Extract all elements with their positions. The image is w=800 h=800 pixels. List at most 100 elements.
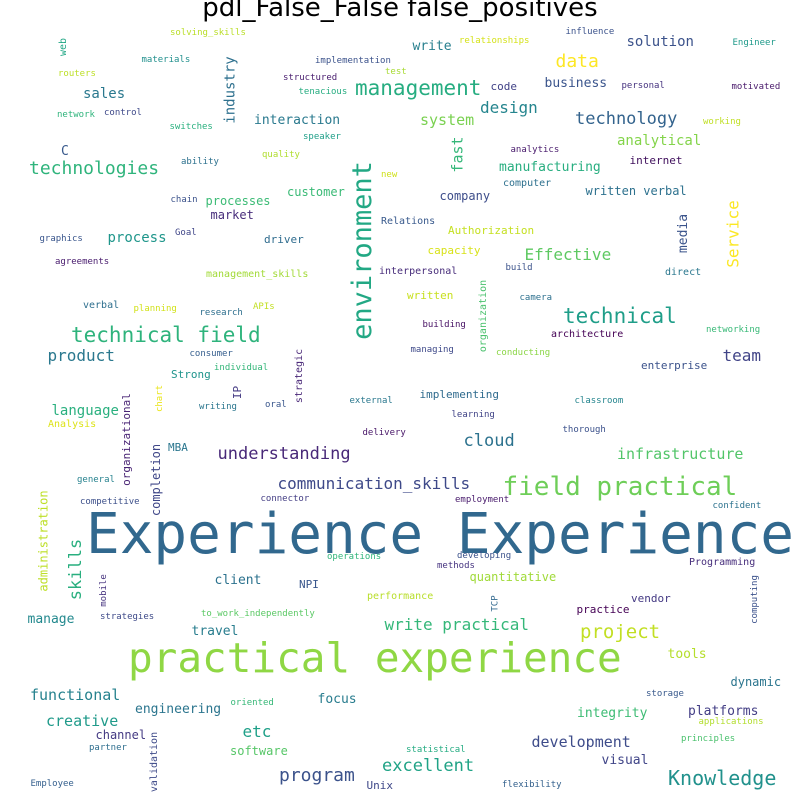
- word-technologies: technologies: [29, 158, 160, 179]
- word-individual: individual: [214, 362, 269, 373]
- word-practice: practice: [576, 602, 630, 616]
- word-functional: functional: [30, 685, 121, 704]
- word-written: written: [407, 288, 454, 302]
- word-communication-skills: communication_skills: [277, 474, 471, 493]
- word-classroom: classroom: [574, 395, 624, 406]
- word-manage: manage: [27, 611, 75, 627]
- word-methods: methods: [437, 560, 475, 571]
- word-organization: organization: [478, 279, 490, 353]
- word-system: system: [420, 110, 475, 129]
- word-operations: operations: [327, 551, 382, 562]
- word-partner: partner: [89, 742, 127, 753]
- word-effective: Effective: [524, 245, 612, 264]
- word-capacity: capacity: [427, 243, 481, 257]
- word-unix: Unix: [366, 778, 394, 792]
- word-write-practical: write practical: [384, 615, 530, 634]
- word-general: general: [77, 474, 115, 485]
- word-channel: channel: [95, 728, 147, 742]
- word-solving-skills: solving_skills: [170, 27, 246, 38]
- word-experience-experience: Experience Experience: [86, 502, 795, 567]
- word-employment: employment: [455, 494, 510, 505]
- word-interpersonal: interpersonal: [379, 266, 458, 277]
- word-customer: customer: [287, 185, 345, 199]
- word-ability: ability: [181, 156, 219, 167]
- word-client: client: [214, 572, 262, 588]
- word-enterprise: enterprise: [641, 358, 708, 372]
- word-camera: camera: [519, 292, 553, 303]
- word-delivery: delivery: [362, 427, 406, 438]
- word-performance: performance: [367, 591, 434, 602]
- word-excellent: excellent: [382, 755, 475, 776]
- word-oriented: oriented: [230, 697, 274, 708]
- word-skills: skills: [65, 538, 86, 600]
- word-infrastructure: infrastructure: [617, 444, 744, 463]
- word-project: project: [580, 620, 661, 643]
- word-web: web: [58, 37, 70, 57]
- word-internet: internet: [629, 153, 683, 167]
- word-tcp: TCP: [490, 594, 501, 612]
- word-visual: visual: [601, 752, 649, 768]
- word-travel: travel: [191, 623, 239, 639]
- word-connector: connector: [260, 493, 310, 504]
- word-materials: materials: [141, 54, 191, 65]
- word-to-work-independently: to_work_independently: [201, 608, 315, 619]
- word-writing: writing: [199, 401, 237, 412]
- word-control: control: [104, 107, 142, 118]
- word-network: network: [57, 109, 95, 120]
- word-conducting: conducting: [496, 347, 551, 358]
- word-environment: environment: [346, 160, 378, 340]
- word-strong: Strong: [171, 367, 211, 381]
- word-media: media: [675, 213, 691, 253]
- word-cloud: cloud: [463, 430, 515, 451]
- word-building: building: [422, 319, 466, 330]
- word-market: market: [210, 208, 254, 222]
- word-design: design: [480, 98, 538, 117]
- word-platforms: platforms: [688, 703, 759, 719]
- word-engineer: Engineer: [732, 37, 776, 48]
- word-written-verbal: written verbal: [585, 184, 687, 198]
- word-confident: confident: [712, 500, 762, 511]
- word-sales: sales: [83, 86, 126, 102]
- word-language: language: [51, 403, 119, 419]
- word-computer: computer: [503, 178, 552, 189]
- word-engineering: engineering: [135, 701, 222, 717]
- word-graphics: graphics: [39, 233, 83, 244]
- word-apis: APIs: [253, 301, 275, 312]
- word-processes: processes: [205, 194, 271, 208]
- word-chain: chain: [170, 194, 198, 205]
- word-competitive: competitive: [80, 496, 140, 507]
- word-developing: developing: [457, 550, 512, 561]
- word-learning: learning: [451, 409, 495, 420]
- word-quality: quality: [262, 149, 300, 160]
- word-solution: solution: [626, 34, 694, 50]
- word-applications: applications: [698, 716, 764, 727]
- word-c: C: [61, 143, 69, 159]
- word-new: new: [381, 169, 398, 180]
- word-personal: personal: [621, 80, 665, 91]
- word-routers: routers: [58, 68, 96, 79]
- word-analytical: analytical: [617, 133, 702, 149]
- word-build: build: [505, 262, 533, 273]
- word-technical-field: technical field: [71, 322, 261, 347]
- word-consumer: consumer: [189, 348, 233, 359]
- word-influence: influence: [565, 26, 615, 37]
- word-integrity: integrity: [577, 705, 648, 721]
- word-employee: Employee: [30, 778, 74, 789]
- word-managing: managing: [410, 344, 454, 355]
- word-interaction: interaction: [254, 112, 341, 128]
- word-agreements: agreements: [55, 256, 110, 267]
- word-team: team: [722, 346, 762, 365]
- word-strategic: strategic: [294, 348, 306, 404]
- word-switches: switches: [169, 121, 213, 132]
- word-storage: storage: [646, 688, 684, 699]
- word-field-practical: field practical: [502, 472, 738, 502]
- word-speaker: speaker: [303, 131, 341, 142]
- word-technology: technology: [575, 108, 678, 129]
- word-driver: driver: [264, 232, 304, 246]
- word-strategies: strategies: [100, 611, 155, 622]
- word-planning: planning: [133, 303, 177, 314]
- word-write: write: [412, 38, 452, 54]
- word-relations: Relations: [381, 216, 436, 227]
